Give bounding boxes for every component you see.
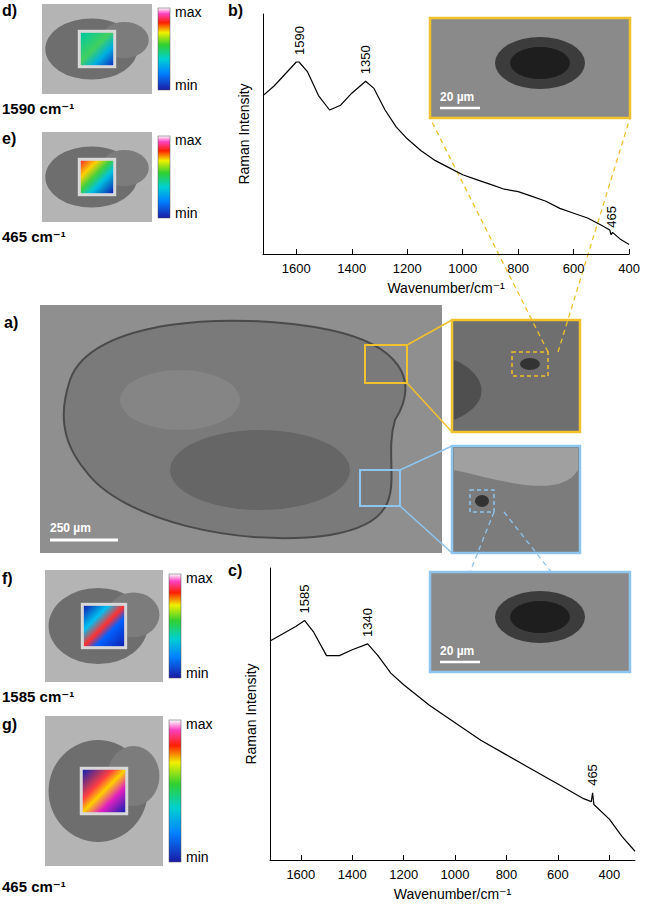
svg-text:c): c) [228, 562, 242, 579]
svg-text:1000: 1000 [441, 867, 470, 882]
svg-text:800: 800 [507, 261, 529, 276]
svg-text:1600: 1600 [282, 261, 311, 276]
svg-text:1600: 1600 [286, 867, 315, 882]
svg-text:1585: 1585 [297, 585, 312, 614]
svg-text:1200: 1200 [393, 261, 422, 276]
svg-text:250 µm: 250 µm [50, 521, 91, 535]
svg-text:a): a) [4, 314, 18, 331]
svg-text:Raman Intensity: Raman Intensity [236, 83, 252, 184]
svg-text:max: max [186, 716, 212, 732]
svg-text:465 cm⁻¹: 465 cm⁻¹ [2, 878, 66, 895]
svg-text:min: min [186, 665, 209, 681]
svg-text:1350: 1350 [358, 45, 373, 74]
svg-text:f): f) [2, 570, 13, 587]
svg-text:Wavenumber/cm⁻¹: Wavenumber/cm⁻¹ [394, 886, 512, 902]
svg-text:g): g) [2, 716, 17, 733]
svg-text:d): d) [2, 2, 17, 19]
svg-text:20 µm: 20 µm [440, 644, 474, 658]
svg-text:20 µm: 20 µm [440, 90, 474, 104]
svg-text:max: max [175, 132, 201, 148]
svg-text:1590 cm⁻¹: 1590 cm⁻¹ [2, 100, 74, 117]
svg-text:b): b) [228, 2, 243, 19]
svg-text:min: min [175, 205, 198, 221]
svg-text:1340: 1340 [360, 608, 375, 637]
svg-text:465: 465 [585, 764, 600, 786]
svg-text:max: max [175, 4, 201, 20]
svg-text:400: 400 [598, 867, 620, 882]
svg-text:465 cm⁻¹: 465 cm⁻¹ [2, 228, 66, 245]
svg-text:465: 465 [604, 206, 619, 228]
svg-text:max: max [186, 570, 212, 586]
svg-text:600: 600 [563, 261, 585, 276]
svg-text:1585 cm⁻¹: 1585 cm⁻¹ [2, 688, 74, 705]
svg-text:min: min [186, 849, 209, 865]
svg-text:e): e) [2, 130, 16, 147]
svg-text:min: min [175, 77, 198, 93]
svg-text:600: 600 [547, 867, 569, 882]
svg-text:1000: 1000 [448, 261, 477, 276]
svg-text:1590: 1590 [292, 26, 307, 55]
svg-text:Wavenumber/cm⁻¹: Wavenumber/cm⁻¹ [387, 280, 505, 296]
svg-text:Raman Intensity: Raman Intensity [243, 663, 259, 764]
svg-text:1400: 1400 [337, 261, 366, 276]
svg-text:1400: 1400 [338, 867, 367, 882]
svg-text:1200: 1200 [389, 867, 418, 882]
svg-text:800: 800 [496, 867, 518, 882]
svg-text:400: 400 [618, 261, 640, 276]
